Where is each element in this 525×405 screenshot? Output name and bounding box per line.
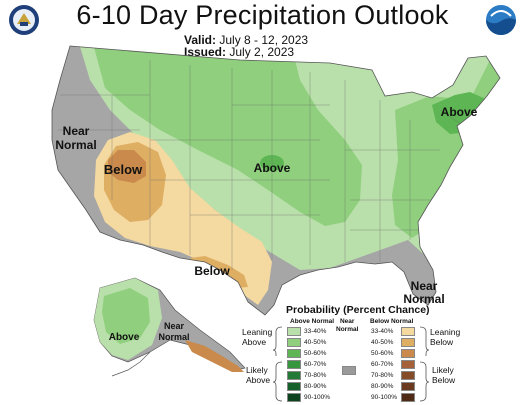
legend-near-normal-line1: Near xyxy=(339,318,355,325)
below-swatch-label: 70-80% xyxy=(371,372,394,379)
label-alaska-above: Above xyxy=(109,332,140,343)
label-below-southwest: Below xyxy=(104,162,143,177)
noaa-logo-icon xyxy=(486,5,516,35)
above-bracket xyxy=(272,326,283,402)
label-near-normal-southeast-1: Near xyxy=(411,279,438,293)
above-swatch xyxy=(287,371,301,380)
below-swatch xyxy=(401,382,415,391)
above-swatch-label: 40-50% xyxy=(304,339,327,346)
issued-value: July 2, 2023 xyxy=(229,45,295,59)
above-swatch-label: 60-70% xyxy=(304,361,327,368)
label-above-central: Above xyxy=(254,161,291,175)
likely-below-line1: Likely xyxy=(432,365,454,375)
legend-near-normal-label: Near Normal xyxy=(336,318,358,334)
above-swatch-label: 80-90% xyxy=(304,383,327,390)
label-above-northeast: Above xyxy=(441,105,478,119)
below-swatch xyxy=(401,349,415,358)
above-swatch xyxy=(287,349,301,358)
issued-line: Issued: July 2, 2023 xyxy=(184,45,294,59)
leaning-above-label: Leaning Above xyxy=(242,327,272,347)
legend-above-header: Above Normal xyxy=(290,318,335,325)
leaning-below-line1: Leaning xyxy=(430,327,461,337)
below-swatch-label: 40-50% xyxy=(371,339,394,346)
label-alaska-near-1: Near xyxy=(164,321,185,331)
below-swatch xyxy=(401,338,415,347)
label-alaska-near-2: Normal xyxy=(158,332,189,342)
legend-near-normal-line2: Normal xyxy=(336,326,359,333)
below-swatch-label: 60-70% xyxy=(371,361,394,368)
below-swatch xyxy=(401,371,415,380)
likely-above-line2: Above xyxy=(246,375,271,385)
valid-line: Valid: July 8 - 12, 2023 xyxy=(184,33,308,47)
leaning-below-line2: Below xyxy=(430,337,454,347)
doc-seal-icon xyxy=(9,5,39,35)
above-swatch-label: 50-60% xyxy=(304,350,327,357)
likely-above-label: Likely Above xyxy=(246,365,270,385)
below-swatch-label: 50-60% xyxy=(371,350,394,357)
above-swatch-label: 70-80% xyxy=(304,372,327,379)
state-boundaries xyxy=(58,60,471,270)
legend-below-header: Below Normal xyxy=(370,318,414,325)
map-title: 6-10 Day Precipitation Outlook xyxy=(76,0,449,30)
above-swatch xyxy=(287,393,301,402)
leaning-below-label: Leaning Below xyxy=(430,327,460,347)
label-below-texas: Below xyxy=(194,264,230,278)
conus-outline xyxy=(51,45,501,316)
below-swatch-label: 80-90% xyxy=(371,383,394,390)
below-bracket xyxy=(419,326,430,402)
legend-near-normal-swatch xyxy=(342,366,356,375)
valid-label: Valid: xyxy=(184,33,217,47)
below-swatch xyxy=(401,393,415,402)
below-swatch xyxy=(401,360,415,369)
above-swatch-label: 33-40% xyxy=(304,328,327,335)
above-swatch xyxy=(287,338,301,347)
leaning-above-line2: Above xyxy=(242,337,267,347)
below-swatch xyxy=(401,327,415,336)
below-swatch-label: 90-100% xyxy=(371,394,398,401)
below-50-region xyxy=(108,150,146,183)
below-swatch-label: 33-40% xyxy=(371,328,394,335)
label-near-normal-southeast-2: Normal xyxy=(403,292,444,306)
leaning-above-line1: Leaning xyxy=(242,327,273,337)
label-near-normal-west-2: Normal xyxy=(55,138,96,152)
likely-above-line1: Likely xyxy=(246,365,268,375)
above-40-central-region xyxy=(92,46,362,226)
above-swatch-label: 90-100% xyxy=(304,394,331,401)
issued-label: Issued: xyxy=(184,45,227,59)
likely-below-line2: Below xyxy=(432,375,456,385)
above-swatch xyxy=(287,360,301,369)
likely-below-label: Likely Below xyxy=(432,365,455,385)
above-swatch xyxy=(287,327,301,336)
label-near-normal-west-1: Near xyxy=(63,124,90,138)
alaska-region xyxy=(93,277,246,377)
above-swatch xyxy=(287,382,301,391)
legend-title: Probability (Percent Chance) xyxy=(286,304,430,316)
valid-value: July 8 - 12, 2023 xyxy=(219,33,309,47)
